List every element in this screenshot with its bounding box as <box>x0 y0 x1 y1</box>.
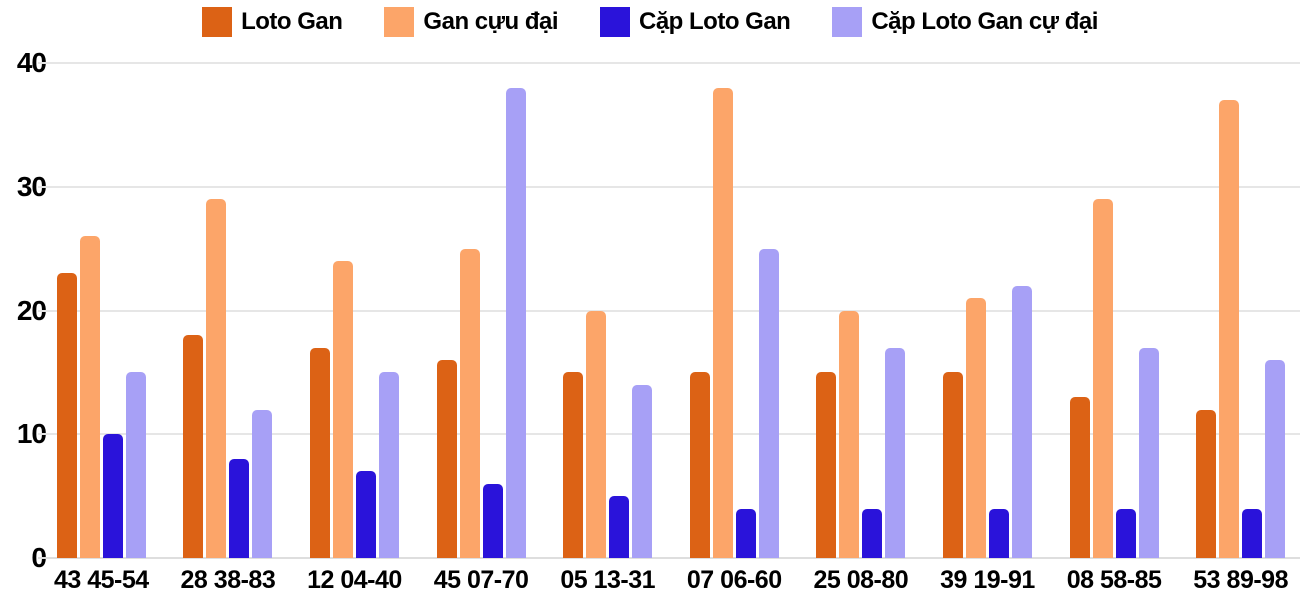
legend-label: Loto Gan <box>241 8 343 35</box>
legend-item-cap-loto-gan: Cặp Loto Gan <box>600 7 791 37</box>
bar-group-08-58-85 <box>1051 63 1178 558</box>
bar-group-43-45-54 <box>38 63 165 558</box>
x-tick-label: 05 13-31 <box>560 566 656 594</box>
bar-group-39-19-91 <box>924 63 1051 558</box>
bar-cap-loto-gan[interactable] <box>482 483 503 558</box>
bar-cap-loto-gan-cu-ai[interactable] <box>125 372 146 558</box>
bar-cap-loto-gan[interactable] <box>609 496 630 558</box>
bar-loto-gan[interactable] <box>1196 409 1217 558</box>
bar-gan-cuu-ai[interactable] <box>332 261 353 558</box>
bar-cap-loto-gan[interactable] <box>1115 508 1136 558</box>
bar-cap-loto-gan-cu-ai[interactable] <box>1011 285 1032 558</box>
bar-gan-cuu-ai[interactable] <box>586 310 607 558</box>
bar-gan-cuu-ai[interactable] <box>1092 199 1113 558</box>
bar-group-45-07-70 <box>418 63 545 558</box>
gridline <box>38 433 1300 436</box>
bar-loto-gan[interactable] <box>436 360 457 558</box>
bar-loto-gan[interactable] <box>56 273 77 558</box>
bar-cap-loto-gan-cu-ai[interactable] <box>1138 347 1159 558</box>
bar-gan-cuu-ai[interactable] <box>839 310 860 558</box>
x-tick-label: 07 06-60 <box>686 566 782 594</box>
bar-gan-cuu-ai[interactable] <box>79 236 100 558</box>
bar-group-28-38-83 <box>165 63 292 558</box>
bar-loto-gan[interactable] <box>563 372 584 558</box>
legend-item-loto-gan: Loto Gan <box>202 7 343 37</box>
bar-loto-gan[interactable] <box>816 372 837 558</box>
bar-cap-loto-gan[interactable] <box>229 459 250 558</box>
bar-group-53-89-98 <box>1177 63 1300 558</box>
bar-cap-loto-gan-cu-ai[interactable] <box>632 384 653 558</box>
x-tick-label: 45 07-70 <box>433 566 529 594</box>
bar-cap-loto-gan-cu-ai[interactable] <box>1265 360 1286 558</box>
bar-loto-gan[interactable] <box>1069 397 1090 558</box>
bar-gan-cuu-ai[interactable] <box>965 298 986 558</box>
chart-legend: Loto Gan Gan cựu đại Cặp Loto Gan Cặp Loto … <box>0 7 1300 37</box>
legend-label: Cặp Loto Gan cự đại <box>871 8 1098 35</box>
bar-group-05-13-31 <box>544 63 671 558</box>
bar-cap-loto-gan-cu-ai[interactable] <box>252 409 273 558</box>
bar-group-25-08-80 <box>798 63 925 558</box>
bar-groups <box>38 63 1300 558</box>
legend-item-cap-loto-gan-cu-ai: Cặp Loto Gan cự đại <box>832 7 1098 37</box>
x-tick-label: 39 19-91 <box>940 566 1035 594</box>
bar-cap-loto-gan-cu-ai[interactable] <box>758 248 779 558</box>
bar-cap-loto-gan-cu-ai[interactable] <box>505 87 526 558</box>
bar-group-07-06-60 <box>671 63 798 558</box>
bar-cap-loto-gan[interactable] <box>102 434 123 558</box>
legend-label: Gan cựu đại <box>423 8 558 35</box>
bar-cap-loto-gan-cu-ai[interactable] <box>885 347 906 558</box>
bar-cap-loto-gan-cu-ai[interactable] <box>378 372 399 558</box>
legend-swatch-icon <box>384 7 415 37</box>
x-axis-baseline <box>38 557 1300 559</box>
gridline <box>38 309 1300 312</box>
gridline <box>38 62 1300 64</box>
gridline <box>38 185 1300 188</box>
bar-cap-loto-gan[interactable] <box>735 508 756 558</box>
legend-swatch-icon <box>202 7 233 37</box>
legend-swatch-icon <box>600 7 630 37</box>
bar-gan-cuu-ai[interactable] <box>459 248 480 558</box>
bar-cap-loto-gan[interactable] <box>988 508 1009 558</box>
x-tick-label: 43 45-54 <box>53 566 149 594</box>
bar-loto-gan[interactable] <box>183 335 204 558</box>
bar-loto-gan[interactable] <box>942 372 963 558</box>
bar-gan-cuu-ai[interactable] <box>712 87 733 558</box>
bar-gan-cuu-ai[interactable] <box>206 199 227 558</box>
legend-swatch-icon <box>832 7 863 37</box>
x-tick-label: 53 89-98 <box>1193 566 1288 594</box>
x-tick-label: 12 04-40 <box>307 566 402 594</box>
bar-group-12-04-40 <box>291 63 418 558</box>
legend-item-gan-cuu-ai: Gan cựu đại <box>384 7 558 37</box>
plot-area <box>38 62 1300 559</box>
bar-cap-loto-gan[interactable] <box>355 471 376 558</box>
x-tick-label: 28 38-83 <box>180 566 276 594</box>
bar-gan-cuu-ai[interactable] <box>1219 100 1240 558</box>
bar-loto-gan[interactable] <box>309 347 330 558</box>
legend-label: Cặp Loto Gan <box>639 8 791 35</box>
x-axis: 43 45-54 28 38-83 12 04-40 45 07-70 05 13-31… <box>38 566 1300 595</box>
bar-cap-loto-gan[interactable] <box>1242 508 1263 558</box>
x-tick-label: 08 58-85 <box>1066 566 1162 594</box>
x-tick-label: 25 08-80 <box>813 566 909 594</box>
bar-loto-gan[interactable] <box>689 372 710 558</box>
bar-cap-loto-gan[interactable] <box>862 508 883 558</box>
